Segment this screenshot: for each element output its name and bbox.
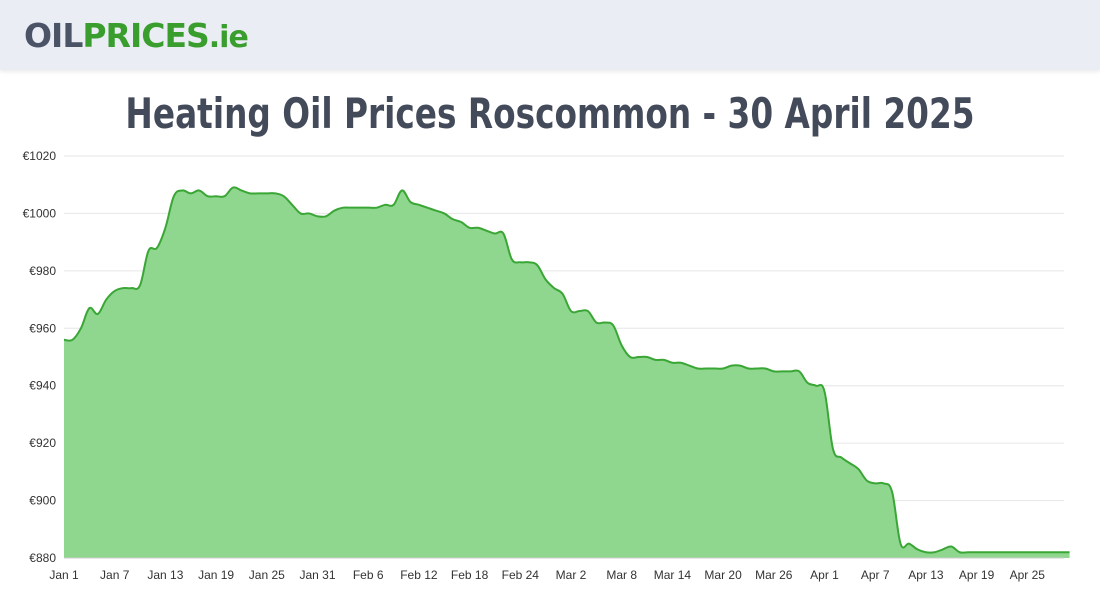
x-tick-label: Apr 13 — [908, 568, 944, 582]
x-tick-label: Mar 20 — [704, 568, 742, 582]
site-logo[interactable]: OILPRICES.ie — [24, 16, 249, 58]
x-tick-label: Jan 31 — [299, 568, 335, 582]
x-tick-label: Jan 1 — [49, 568, 79, 582]
y-axis-labels: €880 €900 €920 €940 €960 €980 €1000 €1020 — [23, 149, 57, 565]
y-tick-label: €1020 — [23, 149, 57, 163]
x-tick-label: Mar 2 — [556, 568, 587, 582]
x-tick-label: Jan 19 — [198, 568, 234, 582]
x-tick-label: Jan 7 — [100, 568, 130, 582]
site-header: OILPRICES.ie — [0, 0, 1100, 70]
x-tick-label: Feb 6 — [353, 568, 384, 582]
y-tick-label: €940 — [29, 379, 56, 393]
x-tick-label: Mar 14 — [654, 568, 692, 582]
x-tick-label: Apr 19 — [959, 568, 995, 582]
x-tick-label: Feb 18 — [451, 568, 489, 582]
logo-oil: OIL — [24, 16, 83, 55]
y-tick-label: €1000 — [23, 206, 57, 220]
logo-tld: .ie — [208, 20, 249, 55]
x-tick-label: Mar 26 — [755, 568, 793, 582]
x-tick-label: Apr 7 — [861, 568, 890, 582]
x-tick-label: Jan 13 — [147, 568, 183, 582]
x-tick-label: Feb 12 — [400, 568, 438, 582]
price-area-fill — [64, 187, 1070, 558]
x-tick-label: Jan 25 — [249, 568, 285, 582]
price-line — [63, 186, 1070, 554]
x-tick-label: Mar 8 — [606, 568, 637, 582]
logo-prices: PRICES — [82, 16, 209, 55]
x-tick-label: Apr 1 — [810, 568, 839, 582]
page-title: Heating Oil Prices Roscommon - 30 April … — [125, 89, 975, 138]
y-tick-label: €900 — [29, 494, 56, 508]
y-tick-label: €920 — [29, 436, 56, 450]
y-tick-label: €980 — [29, 264, 56, 278]
x-axis-labels: Jan 1 Jan 7 Jan 13 Jan 19 Jan 25 Jan 31 Feb 6 F… — [49, 568, 1045, 582]
y-tick-label: €880 — [29, 551, 56, 565]
y-tick-label: €960 — [29, 321, 56, 335]
x-tick-label: Apr 25 — [1010, 568, 1046, 582]
x-tick-label: Feb 24 — [502, 568, 540, 582]
